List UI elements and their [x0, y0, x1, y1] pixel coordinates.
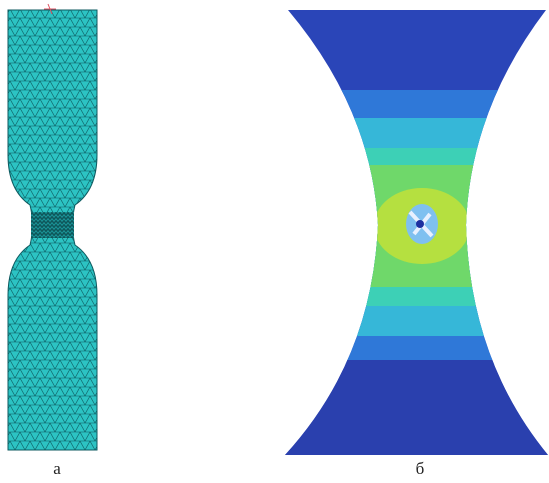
- panel-b: б: [280, 0, 549, 478]
- refined-mesh: [31, 212, 74, 238]
- panel-a: а: [8, 4, 97, 478]
- panel-label: а: [53, 459, 61, 478]
- panel-label: б: [416, 459, 425, 478]
- contour: [280, 0, 549, 460]
- figure: а б: [0, 0, 549, 483]
